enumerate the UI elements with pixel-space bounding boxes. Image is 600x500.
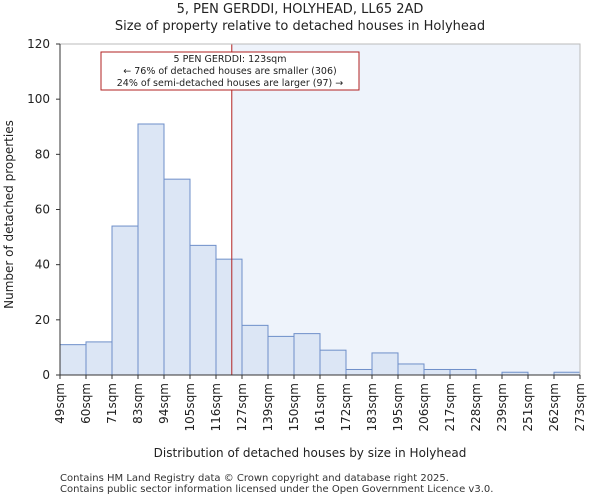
bar-49sqm (59, 344, 87, 376)
y-axis-label: Number of detached properties (2, 120, 16, 309)
bar-83sqm (137, 123, 165, 376)
annotation-line-1: 5 PEN GERDDI: 123sqm (174, 54, 287, 65)
x-tick-label-217sqm: 217sqm (443, 383, 457, 431)
footer-copyright: Contains HM Land Registry data © Crown c… (60, 473, 449, 484)
x-tick-label-139sqm: 139sqm (261, 383, 275, 431)
annotation-line-2: ← 76% of detached houses are smaller (30… (123, 66, 336, 77)
x-tick-label-251sqm: 251sqm (521, 383, 535, 431)
x-tick-label-195sqm: 195sqm (391, 383, 405, 431)
y-tick-label-80: 80 (35, 147, 50, 161)
bar-195sqm (397, 363, 425, 376)
x-tick-label-206sqm: 206sqm (417, 383, 431, 431)
x-tick-label-239sqm: 239sqm (495, 383, 509, 431)
bar-94sqm (163, 178, 191, 376)
y-tick-label-40: 40 (35, 258, 50, 272)
chart-title: 5, PEN GERDDI, HOLYHEAD, LL65 2AD (176, 2, 424, 17)
x-tick-label-127sqm: 127sqm (235, 383, 249, 431)
y-tick-label-0: 0 (42, 368, 50, 382)
annotation-frame (100, 51, 360, 91)
annotation-line-3: 24% of semi-detached houses are larger (… (117, 78, 344, 89)
bar-105sqm (189, 244, 217, 376)
bar-139sqm (267, 335, 295, 376)
bar-chart: 5 PEN GERDDI: 123sqm ← 76% of detached h… (2, 37, 587, 460)
x-tick-label-262sqm: 262sqm (547, 383, 561, 431)
x-tick-label-273sqm: 273sqm (573, 383, 587, 431)
x-tick-label-228sqm: 228sqm (469, 383, 483, 431)
y-tick-label-120: 120 (27, 37, 50, 51)
bar-161sqm (319, 349, 347, 376)
bar-127sqm (241, 324, 269, 376)
x-tick-label-172sqm: 172sqm (339, 383, 353, 431)
x-tick-label-94sqm: 94sqm (157, 383, 171, 424)
bar-206sqm (423, 368, 451, 376)
y-axis-ticks: 0 20 40 60 80 100 120 (27, 37, 60, 382)
y-tick-label-20: 20 (35, 313, 50, 327)
x-axis-ticks: 49sqm 60sqm 71sqm 83sqm 94sqm 105sqm 116sqm 127… (53, 375, 587, 431)
chart-subtitle: Size of property relative to detached ho… (114, 19, 486, 34)
annotation-box: 5 PEN GERDDI: 123sqm ← 76% of detached h… (100, 51, 360, 91)
x-axis-label: Distribution of detached houses by size … (154, 446, 467, 460)
x-tick-label-183sqm: 183sqm (365, 383, 379, 431)
right-shaded-region (231, 44, 581, 375)
x-tick-label-161sqm: 161sqm (313, 383, 327, 431)
bar-60sqm (85, 341, 113, 376)
bar-183sqm (371, 352, 399, 376)
x-tick-label-71sqm: 71sqm (105, 383, 119, 424)
bar-71sqm (111, 225, 139, 376)
bar-116sqm (215, 258, 243, 376)
x-tick-label-116sqm: 116sqm (209, 383, 223, 431)
x-tick-label-105sqm: 105sqm (183, 383, 197, 431)
x-tick-label-49sqm: 49sqm (53, 383, 67, 424)
y-tick-label-100: 100 (27, 92, 50, 106)
x-tick-label-60sqm: 60sqm (79, 383, 93, 424)
y-tick-label-60: 60 (35, 203, 50, 217)
bar-150sqm (293, 333, 321, 376)
footer-licence: Contains public sector information licen… (60, 484, 494, 495)
x-tick-label-83sqm: 83sqm (131, 383, 145, 424)
bar-172sqm (345, 368, 373, 376)
bars (59, 123, 581, 376)
x-tick-label-150sqm: 150sqm (287, 383, 301, 431)
bar-217sqm (449, 368, 477, 376)
